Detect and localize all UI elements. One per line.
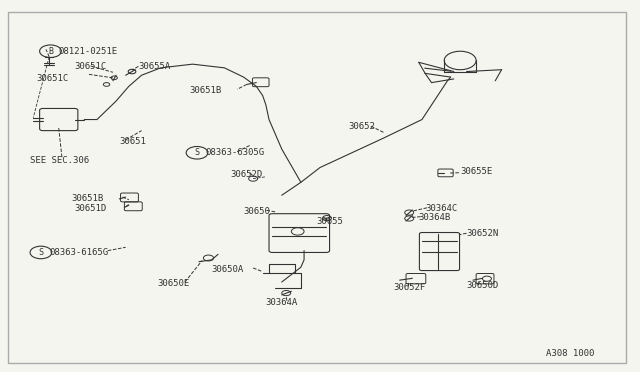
Text: 30650D: 30650D	[467, 281, 499, 290]
Text: 30652N: 30652N	[467, 230, 499, 238]
Text: S: S	[195, 148, 200, 157]
Text: 08363-6165G: 08363-6165G	[49, 248, 108, 257]
Text: S: S	[38, 248, 44, 257]
Text: 30364C: 30364C	[425, 203, 458, 213]
Text: 30650: 30650	[244, 207, 271, 217]
Text: B: B	[48, 47, 53, 56]
Text: SEE SEC.306: SEE SEC.306	[30, 155, 89, 165]
Text: 30652F: 30652F	[394, 283, 426, 292]
Text: 30364A: 30364A	[266, 298, 298, 307]
Text: 30650E: 30650E	[157, 279, 189, 288]
Text: 08121-0251E: 08121-0251E	[59, 47, 118, 56]
Text: 30655E: 30655E	[460, 167, 492, 176]
Text: 30651D: 30651D	[75, 203, 107, 213]
Text: 30364B: 30364B	[419, 213, 451, 222]
Text: 30651: 30651	[119, 137, 146, 146]
Text: 30655: 30655	[317, 217, 344, 225]
Text: 08363-6305G: 08363-6305G	[205, 148, 264, 157]
Text: 30650A: 30650A	[212, 264, 244, 273]
Text: 30651B: 30651B	[189, 86, 221, 94]
Text: 30652: 30652	[349, 122, 376, 131]
Text: 30652D: 30652D	[231, 170, 263, 179]
Text: A308 1000: A308 1000	[546, 350, 594, 359]
Text: 30651C: 30651C	[75, 61, 107, 71]
Text: 30651C: 30651C	[36, 74, 68, 83]
Text: 30655A: 30655A	[138, 61, 171, 71]
Text: 30651B: 30651B	[72, 195, 104, 203]
